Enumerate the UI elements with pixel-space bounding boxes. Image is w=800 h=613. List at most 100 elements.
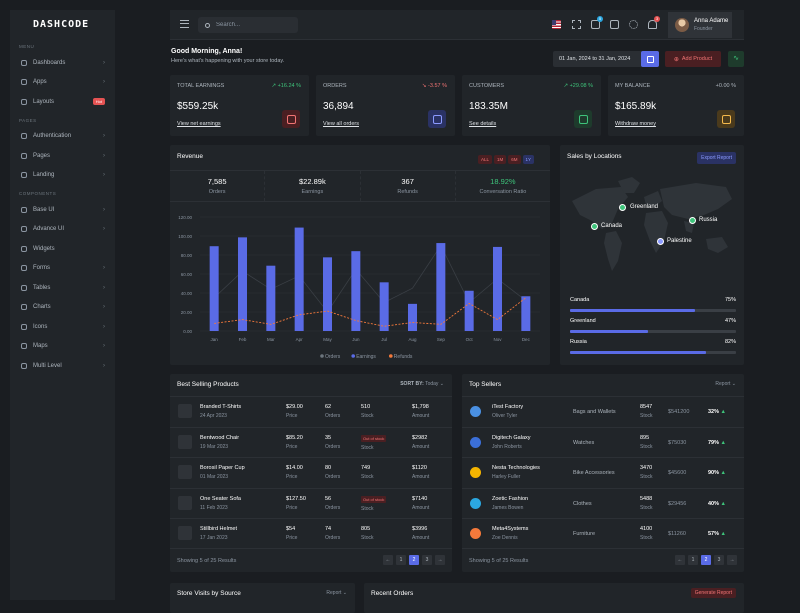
table-row[interactable]: Digitech Galaxy John Roberts Watches 895 Sto… [462, 426, 744, 458]
activity-icon[interactable]: ∿ [728, 51, 744, 67]
stat-earnings: $22.89k Earnings [265, 171, 361, 201]
apps-grid-icon[interactable] [572, 20, 581, 29]
report-dropdown[interactable]: Report ⌄ [326, 590, 347, 596]
filter-6m-button[interactable]: 6M [508, 155, 521, 164]
filter-1y-button[interactable]: 1Y [522, 155, 535, 164]
sidebar-item-layouts[interactable]: Layouts Hot [10, 92, 115, 112]
bell-icon[interactable]: 3 [648, 16, 661, 29]
seller-person: John Roberts [492, 443, 522, 450]
table-row[interactable]: iTest Factory Oliver Tyler Bags and Wallet… [462, 396, 744, 427]
kpi-link[interactable]: Withdraw money [615, 121, 656, 127]
product-image [178, 434, 192, 449]
filter-all-button[interactable]: ALL [478, 155, 493, 164]
location-progress [570, 351, 736, 354]
table-row[interactable]: Bentwood Chair 19 Mar 2023 $85.20 Price 35 Or… [170, 426, 452, 458]
prev-page-button[interactable]: ← [383, 555, 393, 565]
table-row[interactable]: Zoetic Fashion James Bowen Clothes 5488 Stoc… [462, 487, 744, 519]
x-tick-label: May [323, 337, 332, 342]
table-row[interactable]: Stillbird Helmet 17 Jan 2023 $54 Price 74 Ord… [170, 518, 452, 549]
prev-page-button[interactable]: ← [675, 555, 685, 565]
sidebar-item-landing[interactable]: Landing › [10, 166, 115, 186]
chevron-right-icon: › [103, 362, 105, 369]
seller-name[interactable]: Digitech Galaxy [492, 434, 531, 441]
sidebar-item-charts[interactable]: Charts › [10, 298, 115, 318]
sidebar-item-apps[interactable]: Apps › [10, 73, 115, 93]
greenland-marker[interactable] [619, 204, 626, 211]
sidebar-item-dashboards[interactable]: Dashboards › [10, 53, 115, 73]
sidebar-item-multi-level[interactable]: Multi Level › [10, 356, 115, 376]
dollar-icon [282, 110, 300, 128]
page-1-button[interactable]: 1 [396, 555, 406, 565]
map-icon [21, 343, 27, 350]
sidebar-item-base-ui[interactable]: Base UI › [10, 200, 115, 220]
legend-marker [320, 354, 324, 358]
page-3-button[interactable]: 3 [714, 555, 724, 565]
kpi-link[interactable]: See details [469, 121, 497, 127]
cart-icon[interactable]: 5 [591, 16, 604, 29]
table-row[interactable]: Meta4Systems Zoe Dennis Furniture 4100 Stock… [462, 518, 744, 549]
search-input[interactable] [216, 22, 291, 28]
hamburger-menu-icon[interactable] [180, 20, 189, 28]
seller-name[interactable]: Meta4Systems [492, 526, 529, 532]
kpi-link[interactable]: View net earnings [177, 121, 221, 127]
sidebar-item-authentication[interactable]: Authentication › [10, 127, 115, 147]
sidebar-item-widgets[interactable]: Widgets [10, 239, 115, 259]
report-dropdown[interactable]: Report ⌄ [715, 381, 736, 387]
sidebar-item-label: Maps [33, 343, 48, 350]
theme-toggle-icon[interactable] [629, 20, 638, 29]
table-row[interactable]: One Seater Sofa 11 Feb 2023 $127.50 Price 56… [170, 487, 452, 519]
product-name[interactable]: Bentwood Chair [200, 434, 240, 441]
product-name[interactable]: Stillbird Helmet [200, 526, 237, 532]
page-2-button[interactable]: 2 [409, 555, 419, 565]
next-page-button[interactable]: → [727, 555, 737, 565]
add-product-button[interactable]: ⊕ Add Product [665, 51, 721, 67]
page-2-button[interactable]: 2 [701, 555, 711, 565]
sidebar-item-label: Authentication [33, 133, 72, 140]
brand-logo[interactable]: DASHCODE [33, 18, 90, 30]
dashboard-icon [21, 59, 27, 66]
product-name[interactable]: Branded T-Shirts [200, 404, 242, 410]
table-row[interactable]: Branded T-Shirts 24 Apr 2023 $29.00 Price 62… [170, 396, 452, 427]
filter-1m-button[interactable]: 1M [494, 155, 507, 164]
sidebar-item-icons[interactable]: Icons › [10, 317, 115, 337]
widgets-icon [21, 245, 27, 252]
seller-logo [470, 497, 481, 509]
search-box[interactable] [198, 17, 298, 33]
store-visits-card: Store Visits by Source Report ⌄ [170, 583, 355, 613]
table-row[interactable]: Nesta Technologies Harley Fuller Bike Acce… [462, 457, 744, 488]
table-row[interactable]: Borosil Paper Cup 01 Mar 2023 $14.00 Price 8… [170, 457, 452, 488]
x-tick-label: Mar [267, 337, 275, 342]
legend-label: Earnings [356, 354, 376, 360]
product-price: $85.20 Price [286, 434, 303, 450]
legend-label: Orders [325, 354, 341, 360]
sidebar-item-tables[interactable]: Tables › [10, 278, 115, 298]
product-amount: $3996 Amount [412, 526, 430, 541]
next-page-button[interactable]: → [435, 555, 445, 565]
us-flag-icon[interactable] [552, 20, 561, 29]
kpi-link[interactable]: View all orders [323, 121, 359, 127]
fullscreen-icon[interactable] [610, 20, 619, 29]
product-name[interactable]: Borosil Paper Cup [200, 465, 245, 471]
page-1-button[interactable]: 1 [688, 555, 698, 565]
generate-report-button[interactable]: Generate Report [690, 588, 736, 598]
seller-name[interactable]: iTest Factory [492, 404, 524, 410]
sidebar-item-label: Tables [33, 284, 51, 291]
sidebar-item-advance-ui[interactable]: Advance UI › [10, 220, 115, 240]
palestine-marker[interactable] [657, 238, 664, 245]
seller-percent: 90% ▲ [708, 470, 726, 476]
seller-name[interactable]: Nesta Technologies [492, 465, 540, 471]
page-3-button[interactable]: 3 [422, 555, 432, 565]
sidebar-item-pages[interactable]: Pages › [10, 146, 115, 166]
sidebar-item-maps[interactable]: Maps › [10, 337, 115, 357]
sort-dropdown[interactable]: SORT BY: Today ⌄ [400, 381, 444, 387]
date-range-picker[interactable]: 01 Jan, 2024 to 31 Jan, 2024 [553, 51, 659, 67]
canada-marker[interactable] [591, 223, 598, 230]
sidebar-item-forms[interactable]: Forms › [10, 259, 115, 279]
calendar-icon[interactable] [641, 51, 659, 67]
russia-marker[interactable] [689, 217, 696, 224]
export-report-button[interactable]: Export Report [697, 152, 736, 164]
seller-name[interactable]: Zoetic Fashion [492, 495, 529, 502]
user-profile[interactable]: Anna Adame Founder [668, 12, 732, 38]
marker-label: Canada [601, 223, 623, 229]
product-name[interactable]: One Seater Sofa [200, 495, 241, 502]
